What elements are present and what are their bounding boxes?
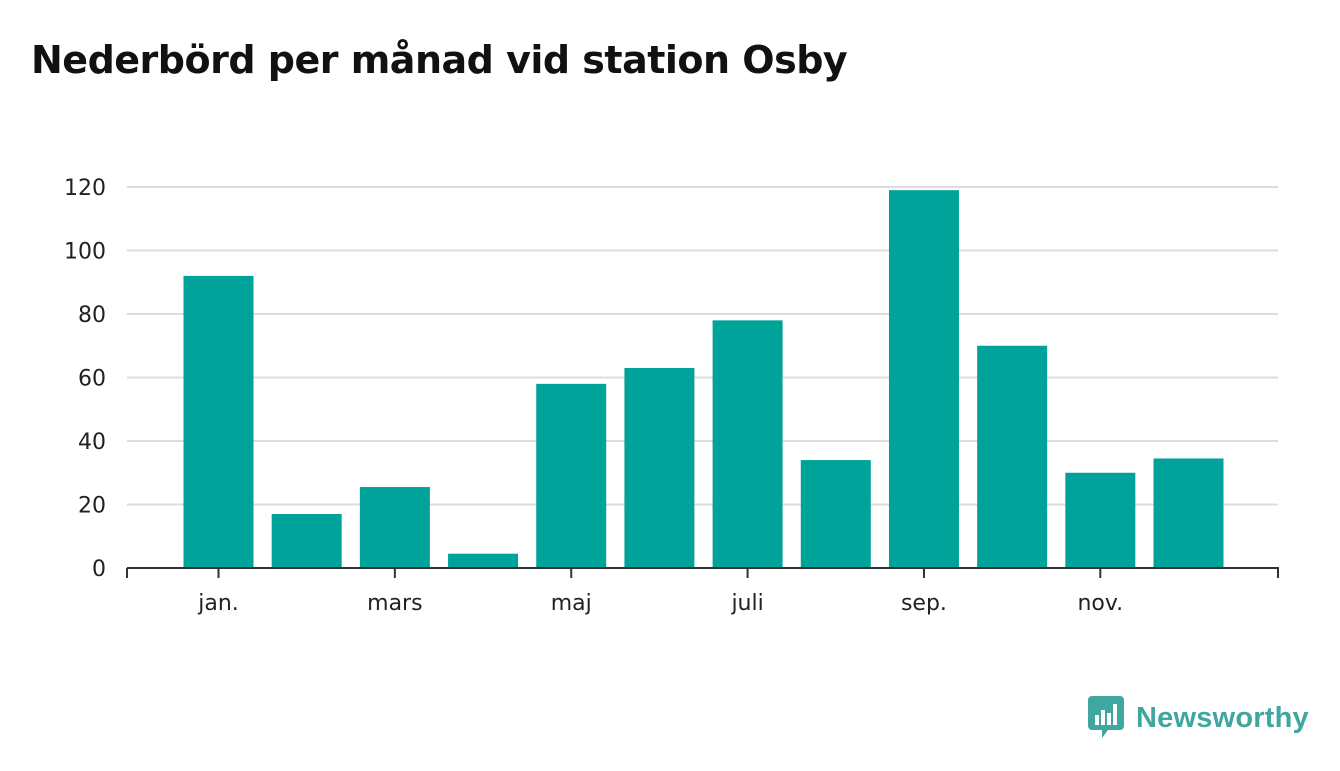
x-tick-label: mars — [367, 591, 422, 616]
bar — [536, 383, 607, 568]
bar — [800, 460, 871, 568]
bar — [888, 190, 959, 569]
brand-name: Newsworthy — [1136, 701, 1309, 734]
y-tick-label: 80 — [78, 303, 106, 328]
bar — [712, 320, 783, 568]
x-axis-tick-labels: jan. mars maj juli sep. nov. — [197, 591, 1123, 616]
x-tick-label: jan. — [197, 591, 239, 616]
bar — [1065, 472, 1136, 568]
bar — [183, 275, 254, 568]
y-tick-label: 0 — [92, 557, 106, 582]
x-tick-label: juli — [730, 591, 763, 616]
y-tick-label: 100 — [64, 240, 106, 265]
y-tick-label: 20 — [78, 494, 106, 519]
x-tick-label: sep. — [901, 591, 947, 616]
bar — [1153, 458, 1224, 568]
gridlines — [127, 186, 1278, 506]
x-tick-label: maj — [551, 591, 592, 616]
y-tick-label: 40 — [78, 430, 106, 455]
y-tick-label: 60 — [78, 367, 106, 392]
chart-title: Nederbörd per månad vid station Osby — [31, 38, 848, 82]
y-tick-label: 120 — [64, 176, 106, 201]
bar — [448, 553, 519, 568]
bar-chart-speech-bubble-icon — [1088, 696, 1124, 738]
bar — [624, 367, 695, 568]
bars — [183, 190, 1224, 569]
bar — [271, 514, 342, 568]
x-tick-label: nov. — [1077, 591, 1123, 616]
x-axis — [126, 567, 1279, 578]
bar — [359, 487, 430, 568]
y-axis-tick-labels: 0 20 40 60 80 100 120 — [64, 176, 106, 582]
bar — [977, 345, 1048, 568]
newsworthy-logo: Newsworthy — [1088, 696, 1309, 740]
